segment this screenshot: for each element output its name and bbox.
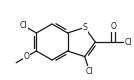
Text: O: O (23, 52, 29, 61)
Text: Cl: Cl (19, 21, 27, 30)
Text: O: O (110, 22, 116, 31)
Text: Cl: Cl (86, 67, 93, 76)
Text: S: S (82, 23, 87, 32)
Text: Cl: Cl (125, 38, 132, 46)
